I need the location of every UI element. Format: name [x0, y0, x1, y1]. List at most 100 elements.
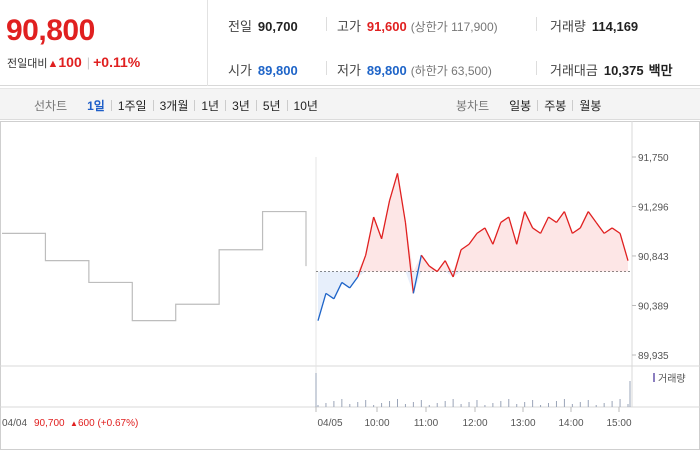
volume-label: 거래량	[658, 373, 686, 385]
price-segment	[476, 227, 486, 234]
price-segment	[595, 222, 605, 234]
price-chart: 91,750 91,296 90,843 90,389 89,935 거래량 04/05 10…	[0, 121, 700, 450]
price-segment	[579, 211, 589, 229]
stat-value: 91,600	[366, 19, 407, 34]
stat-label: 고가	[337, 19, 361, 34]
tab-divider	[152, 100, 154, 111]
candle-chart-title: 봉차트	[456, 99, 490, 113]
candle-tab-2[interactable]: 월봉	[579, 99, 602, 113]
line-tab-1[interactable]: 1주일	[117, 99, 147, 113]
y-tick-label: 90,843	[638, 252, 669, 263]
price-segment	[349, 276, 359, 289]
up-area-fill	[318, 173, 628, 272]
price-segment	[420, 254, 430, 267]
price-segment	[611, 227, 621, 234]
stat-label: 시가	[228, 63, 252, 78]
stat-prev-close: 전일 90,700	[228, 16, 298, 35]
stat-label: 거래량	[550, 19, 586, 34]
price-segment	[412, 255, 422, 294]
tab-divider	[572, 100, 574, 111]
candle-tab-1[interactable]: 주봉	[544, 99, 567, 113]
stat-label: 저가	[337, 63, 361, 78]
line-tab-4[interactable]: 3년	[232, 99, 250, 113]
price-change: 전일대비▲100 | +0.11%	[7, 54, 140, 71]
x-tick-label: 10:00	[364, 418, 389, 429]
candle-tab-0[interactable]: 일봉	[509, 99, 532, 113]
price-segment	[317, 293, 327, 321]
up-triangle-icon: ▲	[70, 419, 78, 428]
prev-day-change: 600 (+0.67%)	[78, 418, 138, 429]
line-tab-2[interactable]: 3개월	[159, 99, 189, 113]
price-segment	[428, 265, 438, 273]
price-segment	[365, 216, 375, 256]
y-tick-label: 91,750	[638, 153, 669, 164]
line-tab-3[interactable]: 1년	[201, 99, 220, 113]
price-segment	[444, 260, 454, 278]
tab-divider	[286, 100, 288, 111]
price-segment	[341, 281, 351, 289]
price-box: 90,800 전일대비▲100 | +0.11%	[0, 0, 208, 86]
stat-value: 89,800	[257, 63, 298, 78]
tab-divider	[225, 100, 227, 111]
y-tick-label: 91,296	[638, 203, 669, 214]
line-tab-0[interactable]: 1일	[87, 99, 105, 113]
current-price: 90,800	[6, 14, 95, 47]
change-amount: 100	[58, 54, 82, 70]
stat-sub: (상한가 117,900)	[410, 20, 498, 34]
price-segment	[492, 222, 502, 245]
tab-divider	[537, 100, 539, 111]
divider	[326, 61, 327, 75]
price-segment	[388, 173, 399, 201]
price-segment	[548, 216, 557, 223]
price-segment	[563, 211, 573, 234]
y-tick-label: 89,935	[638, 351, 669, 362]
x-tick-label: 11:00	[414, 418, 439, 429]
price-segment	[484, 227, 494, 245]
price-segment	[508, 216, 518, 245]
price-segment	[603, 227, 613, 234]
divider	[536, 61, 537, 75]
line-tab-6[interactable]: 10년	[293, 99, 318, 113]
up-triangle-icon: ▲	[47, 58, 59, 70]
divider: |	[86, 55, 91, 70]
price-segment	[468, 232, 478, 245]
stat-high: 고가 91,600 (상한가 117,900)	[337, 16, 498, 35]
price-segment	[587, 211, 597, 223]
tab-divider	[255, 100, 257, 111]
price-segment	[404, 222, 415, 294]
price-segment	[333, 282, 343, 300]
price-segment	[460, 243, 470, 251]
candle-chart-tabs: 봉차트 일봉 주봉 월봉	[456, 97, 607, 114]
x-tick-label: 14:00	[558, 418, 583, 429]
x-tick-label: 12:00	[462, 418, 487, 429]
x-tick-label: 13:00	[510, 418, 535, 429]
stat-unit: 백만	[648, 63, 673, 78]
price-segment	[325, 292, 335, 300]
down-area-fill	[318, 271, 628, 321]
line-tab-5[interactable]: 5년	[262, 99, 281, 113]
price-segment	[396, 173, 407, 223]
stat-value: 114,169	[591, 19, 639, 34]
price-segment	[516, 211, 526, 245]
x-tick-label: 04/05	[317, 418, 342, 429]
price-segment	[373, 216, 383, 240]
price-segment	[500, 216, 510, 223]
price-segment	[532, 227, 541, 234]
stat-value: 10,375	[603, 63, 644, 78]
price-segment	[539, 216, 550, 234]
stat-volume: 거래량 114,169	[550, 16, 638, 35]
stat-trade-value: 거래대금 10,375 백만	[550, 60, 673, 79]
volume-legend-swatch	[653, 373, 655, 382]
stat-label: 전일	[228, 19, 252, 34]
chart-period-tabs: 선차트 1일 1주일 3개월 1년 3년 5년 10년 봉차트 일봉 주봉 월봉	[0, 88, 700, 120]
line-chart-title: 선차트	[34, 99, 68, 113]
price-segment	[452, 249, 462, 278]
quote-panel: 90,800 전일대비▲100 | +0.11% 전일 90,700 고가 91,600…	[0, 0, 700, 86]
prev-day-date: 04/04	[2, 418, 27, 429]
price-segment	[571, 227, 581, 234]
stat-label: 거래대금	[550, 63, 598, 78]
tab-divider	[110, 100, 112, 111]
x-tick-label: 15:00	[606, 418, 631, 429]
stat-low: 저가 89,800 (하한가 63,500)	[337, 60, 492, 79]
divider	[536, 17, 537, 31]
